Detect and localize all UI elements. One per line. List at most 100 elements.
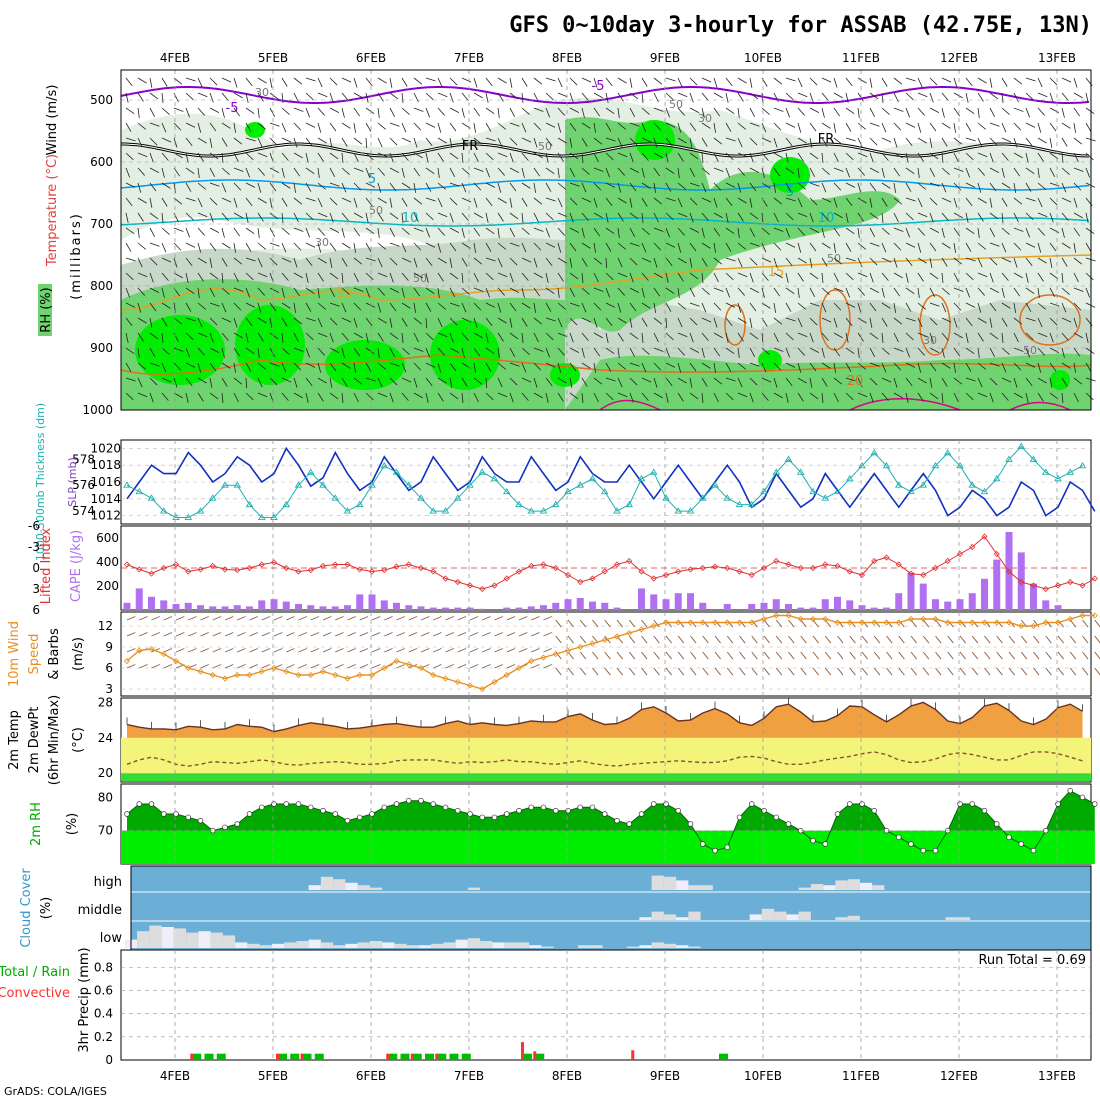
wind-barb	[629, 302, 637, 312]
rh2m-marker	[246, 811, 253, 817]
wind-barb	[581, 212, 589, 221]
wind-barb	[257, 302, 262, 313]
wind-barb	[221, 167, 230, 175]
wind-barb	[893, 332, 899, 343]
wind-barb	[965, 182, 976, 188]
cloud-middle-bar	[847, 915, 860, 920]
wind-barb	[917, 377, 927, 384]
wind-barb	[773, 242, 782, 251]
wind-barb	[245, 257, 256, 262]
wind-barb	[653, 182, 656, 193]
wind-barb	[797, 302, 806, 310]
wind-barb	[557, 197, 563, 208]
wind-barb	[821, 347, 825, 358]
wind-barb	[821, 122, 831, 129]
wind-barb	[881, 167, 885, 178]
wind-barb	[389, 287, 400, 293]
wind-barb	[341, 122, 351, 129]
cape-bar	[246, 606, 253, 610]
pressure-tick: 600	[90, 155, 113, 169]
wind-barb	[617, 272, 628, 278]
wind-barb	[965, 362, 972, 372]
wind-barb	[437, 92, 448, 98]
lifted-index-marker	[503, 575, 510, 582]
wind-barb	[197, 92, 208, 98]
wind-barb	[917, 287, 920, 298]
wind-speed-marker	[123, 657, 131, 665]
contour-label: 5	[368, 172, 376, 187]
wind-barb	[869, 302, 877, 312]
wind10m-barb	[273, 632, 283, 637]
lifted-index-marker	[601, 568, 608, 575]
wind-barb	[929, 77, 938, 86]
wind-barb	[125, 257, 136, 262]
wind-barb	[161, 152, 169, 161]
rh-high-patch	[1050, 370, 1070, 390]
wind-barb	[725, 257, 736, 262]
wind-barb	[917, 167, 920, 178]
cape-bar	[797, 607, 805, 610]
wind-barb	[341, 362, 351, 369]
wind-barb	[617, 242, 626, 250]
wind10m-barb	[751, 667, 758, 676]
wind-speed-marker	[356, 671, 363, 679]
wind-barb	[629, 167, 640, 173]
wind-barb	[161, 242, 167, 253]
wind-barb	[521, 392, 529, 401]
wind-barb	[221, 287, 230, 295]
warm-cell	[724, 304, 746, 346]
wind-barb	[269, 317, 273, 328]
wind-barb	[905, 167, 915, 174]
wind-barb	[401, 182, 411, 189]
rh2m-marker	[271, 801, 277, 807]
wind-barb	[869, 287, 880, 293]
wind-barb	[833, 332, 843, 339]
wind-speed-marker	[283, 668, 290, 675]
wind-barb	[581, 332, 589, 341]
wind-barb	[977, 77, 987, 84]
wind-barb	[197, 302, 206, 310]
precip-total-bar	[204, 1053, 214, 1060]
cloud-low-bar	[455, 939, 468, 948]
precip-tick: 0	[105, 1053, 113, 1067]
wind-barb	[773, 152, 783, 159]
wind-barb	[137, 122, 146, 130]
wind-barb	[977, 137, 983, 148]
thickness-marker	[123, 481, 131, 488]
wind-barb	[485, 122, 492, 132]
wind-barb	[1025, 77, 1036, 82]
rh2m-marker	[810, 837, 816, 844]
wind-barb	[185, 227, 190, 238]
wind-barb	[329, 92, 334, 103]
wind-barb	[341, 392, 344, 403]
wind-barb	[617, 377, 623, 388]
wind10m-barb	[628, 619, 636, 628]
thickness-marker	[490, 474, 499, 482]
wind10m-barb	[677, 667, 685, 676]
lifted-index-marker	[822, 561, 829, 568]
wind-barb	[545, 212, 554, 221]
rh2m-marker	[283, 801, 290, 807]
cloud-low-bar	[406, 945, 419, 948]
wind-barb	[1037, 227, 1045, 236]
wind10m-barb	[812, 667, 819, 676]
wind-barb	[233, 347, 241, 357]
wind-speed-marker	[172, 657, 180, 665]
wind-barb	[1025, 392, 1029, 403]
wind-barb	[257, 272, 268, 278]
wind-barb	[773, 182, 776, 193]
wind-barb	[233, 227, 241, 237]
wind-barb	[773, 317, 783, 325]
precip-total-bar	[388, 1053, 398, 1060]
wind-barb	[377, 197, 387, 204]
wind10m-barb	[200, 632, 209, 637]
wind-barb	[293, 377, 298, 388]
wind-barb	[677, 392, 684, 402]
wind-barb	[881, 242, 887, 253]
precip-total-bar	[425, 1053, 434, 1060]
wind-barb	[365, 152, 374, 161]
precip-tick: 0.8	[94, 960, 113, 974]
wind-barb	[905, 347, 910, 358]
wind-barb	[389, 152, 394, 163]
wind-barb	[197, 122, 202, 133]
